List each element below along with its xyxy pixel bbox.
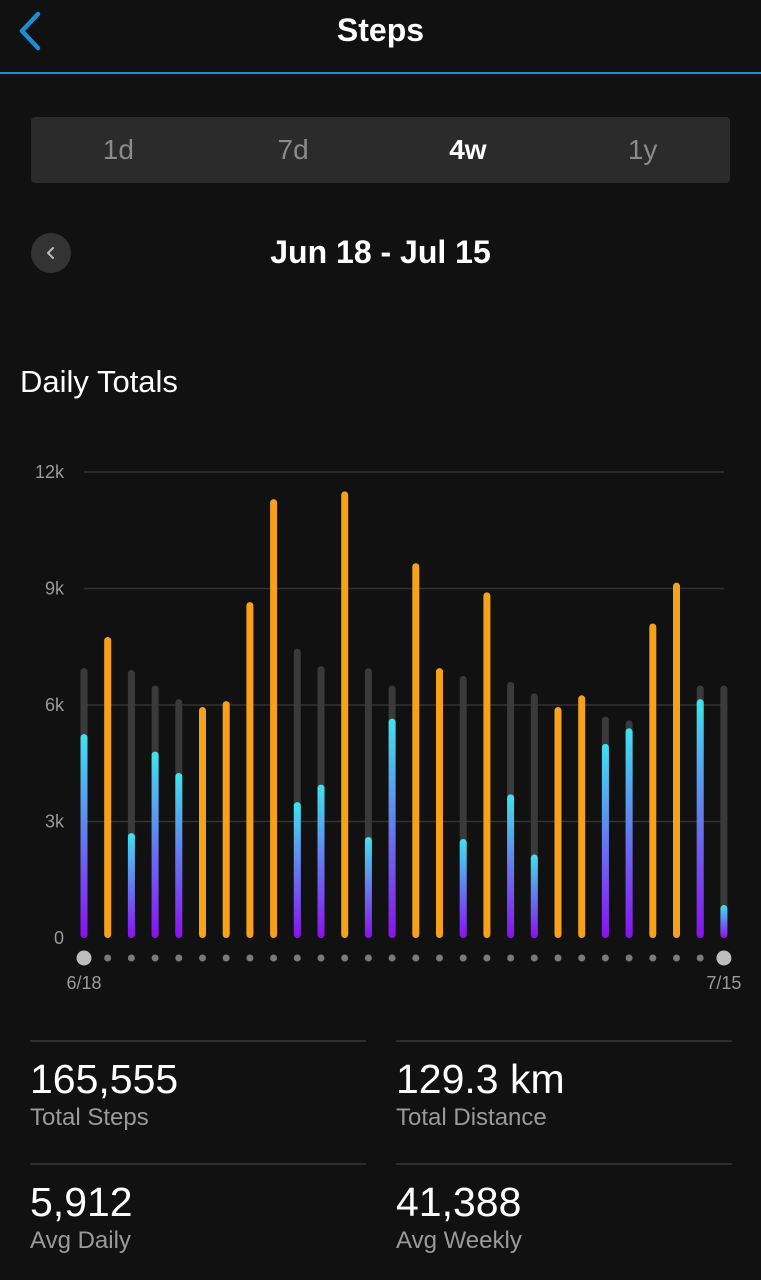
step-bar [720, 904, 728, 938]
stat-total-steps: 165,555 Total Steps [30, 1040, 366, 1132]
date-dot [459, 954, 467, 962]
stat-avg-daily: 5,912 Avg Daily [30, 1163, 366, 1255]
y-tick-label: 9k [45, 579, 65, 599]
step-bar [436, 668, 443, 938]
step-bar [554, 706, 562, 938]
avg-daily-value: 5,912 [30, 1179, 133, 1225]
step-bar [199, 706, 206, 938]
period-selector: 1d 7d 4w 1y [31, 117, 730, 183]
step-bar [388, 718, 396, 938]
step-bar [696, 699, 704, 938]
step-bar [151, 751, 159, 938]
step-bar [246, 602, 254, 938]
date-dot [412, 954, 420, 962]
goal-track [720, 685, 728, 938]
date-dot [388, 954, 396, 962]
step-bar [578, 695, 586, 938]
step-bar [127, 833, 135, 938]
step-bar [483, 592, 491, 938]
y-tick-label: 6k [45, 695, 65, 715]
date-dot [601, 954, 609, 962]
date-dot [673, 954, 680, 962]
y-tick-label: 0 [54, 928, 64, 948]
date-dot [578, 954, 586, 962]
step-bar [507, 794, 515, 938]
total-distance-label: Total Distance [396, 1104, 547, 1131]
stat-avg-weekly: 41,388 Avg Weekly [396, 1163, 732, 1255]
section-title: Daily Totals [20, 364, 178, 399]
y-tick-label: 3k [45, 812, 65, 832]
step-bar [270, 499, 278, 938]
chevron-left-icon [19, 11, 41, 51]
date-dot [530, 954, 538, 962]
date-dot [175, 954, 183, 962]
date-dot [76, 950, 92, 966]
tab-4w[interactable]: 4w [449, 134, 487, 165]
avg-weekly-value: 41,388 [396, 1179, 522, 1225]
step-bar [530, 854, 538, 938]
date-dot [104, 954, 112, 962]
total-distance-value: 129.3 km [396, 1056, 565, 1102]
date-dot [317, 954, 325, 962]
header: Steps [0, 0, 761, 74]
date-dot [649, 954, 657, 962]
y-tick-label: 12k [35, 462, 65, 482]
step-bar [104, 637, 112, 938]
date-dot [507, 954, 515, 962]
date-dot [554, 954, 562, 962]
step-bar [293, 802, 301, 938]
total-steps-label: Total Steps [30, 1104, 149, 1131]
back-button[interactable] [12, 10, 52, 52]
step-bar [80, 734, 88, 938]
step-bar [175, 772, 183, 938]
step-bar [412, 563, 420, 938]
date-dot [483, 954, 491, 962]
tab-1y[interactable]: 1y [627, 134, 658, 165]
date-dot [716, 950, 732, 966]
step-bar [649, 623, 657, 938]
date-dot [199, 954, 206, 962]
date-dot [436, 954, 443, 962]
step-bar [364, 837, 372, 938]
previous-range-button[interactable] [31, 233, 71, 273]
step-bar [625, 728, 633, 938]
date-dot [696, 954, 704, 962]
step-bar [673, 582, 680, 938]
step-bar [459, 838, 467, 938]
date-dot [341, 954, 349, 962]
date-dot [625, 954, 633, 962]
total-steps-value: 165,555 [30, 1056, 179, 1102]
date-dot [127, 954, 135, 962]
daily-steps-chart: 0 3k 6k 9k 12k 6/18 7/15 [35, 462, 741, 993]
date-dot [222, 954, 230, 962]
date-dot [246, 954, 254, 962]
stat-total-distance: 129.3 km Total Distance [396, 1040, 732, 1132]
page-title: Steps [336, 12, 425, 48]
step-bar [601, 743, 609, 938]
tab-7d[interactable]: 7d [277, 134, 309, 165]
chevron-left-icon [47, 247, 54, 259]
x-end-label: 7/15 [706, 973, 741, 993]
date-range-label: Jun 18 - Jul 15 [270, 234, 491, 270]
date-dot [293, 954, 301, 962]
date-dot [151, 954, 159, 962]
date-dot [270, 954, 278, 962]
tab-1d[interactable]: 1d [102, 134, 134, 165]
x-start-label: 6/18 [66, 973, 101, 993]
step-bar [317, 784, 325, 938]
date-dot [364, 954, 372, 962]
step-bar [222, 701, 230, 938]
step-bar [341, 491, 349, 938]
avg-weekly-label: Avg Weekly [396, 1227, 522, 1254]
avg-daily-label: Avg Daily [30, 1227, 131, 1254]
